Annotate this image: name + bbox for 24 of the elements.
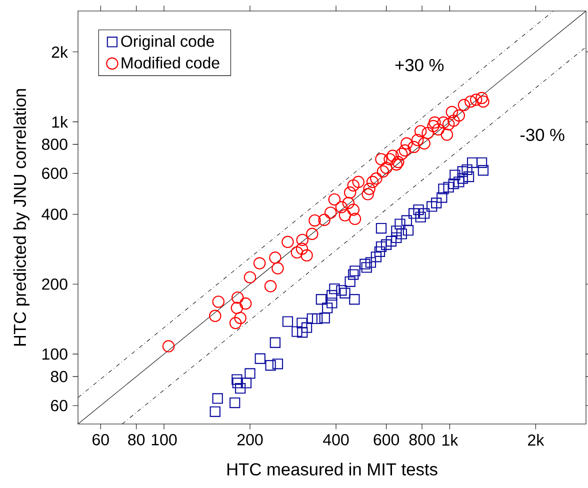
y-tick-label: 60 [51, 400, 68, 412]
x-tick-label: 1k [442, 434, 458, 446]
x-axis-title: HTC measured in MIT tests [227, 462, 438, 476]
y-tick-label: 2k [52, 46, 68, 58]
y-tick-label: 600 [42, 168, 68, 179]
y-tick-label: 400 [42, 208, 68, 220]
y-tick-label: 800 [42, 138, 68, 150]
legend-label: Original code [121, 35, 214, 50]
x-tick-label: 80 [128, 434, 145, 446]
y-axis-title: HTC predicted by JNU correlation [13, 89, 30, 346]
x-tick-label: 200 [237, 434, 263, 446]
x-tick-label: 100 [152, 434, 177, 446]
y-tick-label: 80 [50, 370, 68, 382]
x-tick-label: 800 [409, 434, 435, 446]
x-tick-label: 2k [528, 434, 544, 446]
y-tick-label: 1k [52, 116, 68, 128]
y-tick-label: 100 [42, 348, 68, 360]
y-tick-label: 200 [42, 278, 68, 290]
legend-label: Modified code [122, 56, 220, 69]
annotation: +30 % [395, 58, 444, 72]
annotation: -30 % [520, 128, 564, 142]
x-tick-label: 400 [323, 434, 349, 446]
x-tick-label: 60 [92, 434, 109, 446]
x-tick-label: 600 [374, 434, 400, 446]
